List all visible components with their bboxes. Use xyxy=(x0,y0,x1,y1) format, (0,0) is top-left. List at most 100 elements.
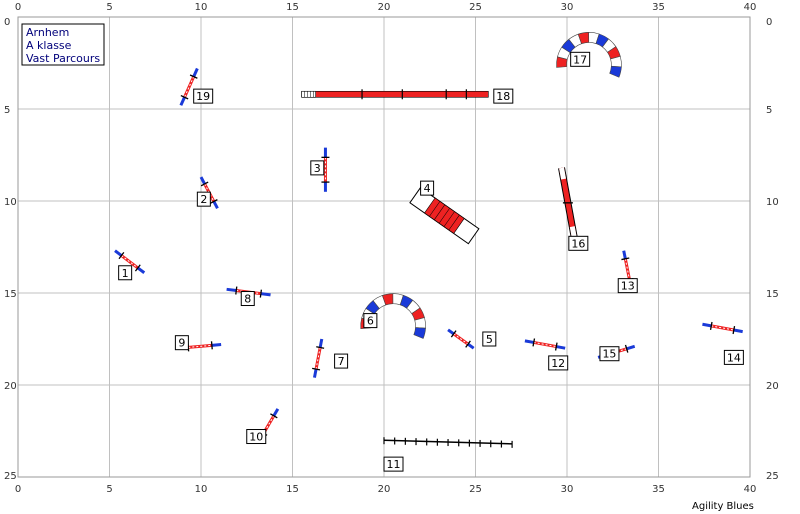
hurdle-post xyxy=(189,74,198,79)
hurdle-wing xyxy=(179,96,186,106)
hurdle-bar xyxy=(533,340,557,349)
hurdle-wing xyxy=(114,249,123,257)
hurdle-post xyxy=(532,338,536,347)
dogwalk-plank xyxy=(301,90,489,98)
number-label: 19 xyxy=(196,90,210,103)
x-tick-label-top: 20 xyxy=(378,2,391,13)
number-box xyxy=(240,291,255,307)
hurdle-post xyxy=(180,94,189,100)
number-label: 18 xyxy=(496,90,510,103)
number-label: 15 xyxy=(602,348,616,361)
legend-class: A klasse xyxy=(26,39,72,52)
y-tick-label-right: 20 xyxy=(766,381,779,392)
tyre-stripe xyxy=(434,204,445,220)
hurdle-post xyxy=(450,330,457,338)
hurdle-post xyxy=(312,367,321,371)
obstacle-number-4: 4 xyxy=(420,180,435,196)
x-tick-label-top: 15 xyxy=(286,2,299,13)
obstacle-number-9: 9 xyxy=(174,335,189,351)
number-box xyxy=(334,353,349,369)
obstacle-number-5: 5 xyxy=(482,331,497,347)
hurdle-wing xyxy=(226,287,237,293)
obstacle-number-11: 11 xyxy=(383,456,404,472)
x-tick-label-top: 25 xyxy=(469,2,482,13)
y-tick-label-right: 10 xyxy=(766,197,779,208)
tyre-stripe xyxy=(429,201,441,217)
hurdle-wing xyxy=(199,176,206,185)
y-tick-label-left: 15 xyxy=(4,289,17,300)
obstacles xyxy=(114,32,743,448)
number-label: 3 xyxy=(314,162,321,175)
legend-course-type: Vast Parcours xyxy=(26,52,100,65)
x-tick-label-bottom: 20 xyxy=(378,484,391,495)
tunnel-6 xyxy=(360,293,426,339)
y-tick-label-left: 0 xyxy=(4,17,10,28)
x-tick-label-top: 10 xyxy=(195,2,208,13)
hurdle-bar xyxy=(314,347,322,370)
hurdle-post xyxy=(709,321,713,330)
tunnel-17 xyxy=(556,32,622,78)
hurdle-wing xyxy=(318,338,324,348)
number-box xyxy=(568,235,589,251)
number-box xyxy=(193,88,214,104)
number-box xyxy=(617,278,638,294)
legend-location: Arnhem xyxy=(26,26,69,39)
obstacle-number-15: 15 xyxy=(599,346,620,362)
number-box xyxy=(363,313,378,329)
hurdle-5 xyxy=(447,328,475,350)
x-tick-label-bottom: 25 xyxy=(469,484,482,495)
hurdle-post xyxy=(270,413,278,419)
number-box xyxy=(599,346,620,362)
obstacle-number-7: 7 xyxy=(334,353,349,369)
x-tick-label-bottom: 40 xyxy=(744,484,757,495)
x-tick-label-bottom: 30 xyxy=(561,484,574,495)
number-box xyxy=(196,191,211,207)
hurdle-14 xyxy=(702,321,743,335)
number-label: 13 xyxy=(621,280,635,293)
hurdle-wing xyxy=(312,368,318,378)
x-tick-label-bottom: 0 xyxy=(15,484,21,495)
hurdle-post xyxy=(134,264,141,272)
obstacle-number-2: 2 xyxy=(196,191,211,207)
hurdle-wing xyxy=(626,344,636,351)
hurdle-wing xyxy=(211,343,222,347)
hurdle-wing xyxy=(702,322,712,328)
number-label: 1 xyxy=(122,267,129,280)
number-box xyxy=(482,331,497,347)
x-tick-label-top: 35 xyxy=(652,2,665,13)
number-label: 6 xyxy=(367,315,374,328)
tunnel-segment xyxy=(413,327,426,339)
hurdle-7 xyxy=(312,338,325,378)
obstacle-number-8: 8 xyxy=(240,291,255,307)
obstacle-number-13: 13 xyxy=(617,278,638,294)
number-box xyxy=(420,180,435,196)
hurdle-post xyxy=(316,346,325,349)
hurdle-post xyxy=(621,257,630,261)
x-tick-label-top: 5 xyxy=(106,2,112,13)
hurdle-wing xyxy=(524,339,535,344)
hurdle-12 xyxy=(524,338,566,351)
credit-text: Agility Blues xyxy=(692,501,754,512)
number-label: 4 xyxy=(424,182,431,195)
number-label: 16 xyxy=(571,237,585,250)
walk-11 xyxy=(383,437,513,448)
number-label: 5 xyxy=(486,333,493,346)
hurdle-3 xyxy=(321,147,330,192)
tyre-stripe xyxy=(443,211,455,227)
hurdle-wing xyxy=(192,67,199,78)
hurdle-1 xyxy=(114,249,146,274)
number-label: 8 xyxy=(244,293,251,306)
x-tick-label-top: 40 xyxy=(744,2,757,13)
number-box xyxy=(493,88,514,104)
hurdle-wing xyxy=(260,292,271,297)
x-tick-label-bottom: 5 xyxy=(106,484,112,495)
hurdle-post xyxy=(624,344,629,353)
hurdle-wing xyxy=(556,345,566,350)
obstacle-number-1: 1 xyxy=(118,265,133,281)
number-box xyxy=(723,349,744,365)
hurdle-post xyxy=(210,341,213,350)
hurdle-post xyxy=(118,251,125,260)
hurdle-post xyxy=(200,181,209,187)
